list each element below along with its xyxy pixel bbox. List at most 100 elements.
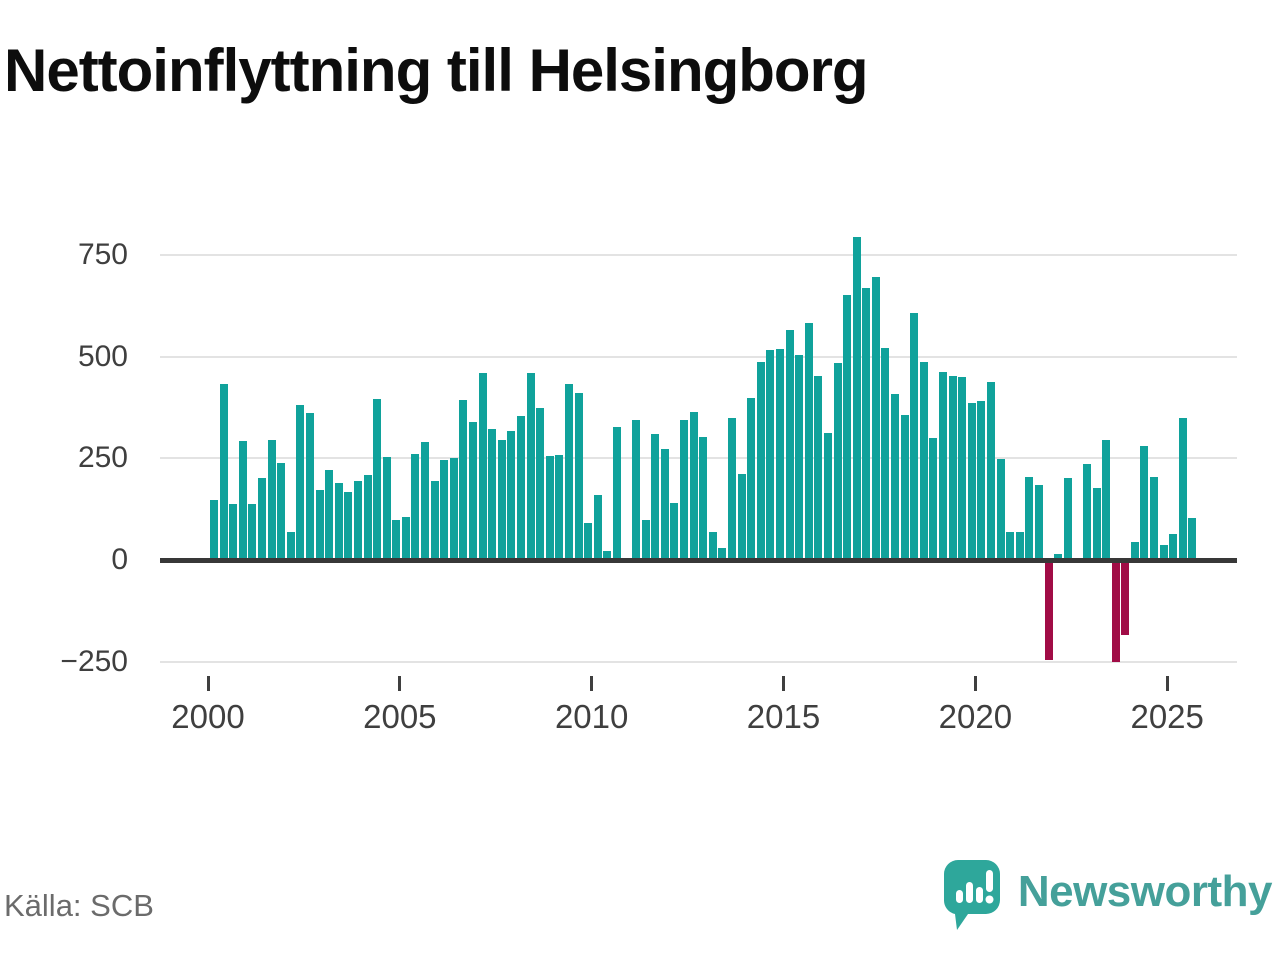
- newsworthy-branding: Newsworthy: [943, 858, 1273, 934]
- bar: [910, 312, 919, 560]
- bar: [421, 442, 429, 560]
- y-axis-label: −250: [60, 644, 128, 678]
- bar: [219, 383, 228, 560]
- x-axis-label: 2005: [363, 698, 437, 735]
- bar: [258, 477, 266, 560]
- bar: [1015, 531, 1024, 560]
- bar: [401, 517, 410, 560]
- bar: [823, 432, 832, 560]
- x-tick-mark: [206, 676, 210, 691]
- page-title: Nettoinflyttning till Helsingborg: [4, 37, 869, 104]
- bar: [545, 455, 554, 560]
- bar: [1111, 560, 1120, 662]
- bar: [612, 426, 621, 560]
- bar: [833, 363, 842, 560]
- bar: [1169, 533, 1178, 560]
- x-axis-label: 2010: [554, 698, 629, 735]
- logo-exclamation-dot: [985, 895, 994, 904]
- bar: [939, 372, 947, 560]
- x-axis-label: 2020: [938, 698, 1013, 735]
- gridline: [160, 253, 1237, 256]
- bar: [392, 520, 401, 560]
- logo-bar-2: [965, 882, 973, 903]
- y-axis-label: 500: [77, 339, 128, 373]
- y-axis-label: 750: [77, 237, 128, 271]
- x-axis-label: 2015: [746, 698, 821, 735]
- bar: [411, 454, 420, 560]
- x-tick-mark: [1165, 676, 1169, 691]
- bar: [382, 456, 391, 560]
- bar: [670, 502, 679, 560]
- x-tick-mark: [973, 676, 977, 691]
- bar: [728, 418, 736, 560]
- zero-axis-line: [160, 558, 1237, 563]
- bar: [526, 372, 535, 560]
- bar: [1025, 477, 1034, 560]
- bar: [1054, 553, 1063, 560]
- logo-bar-3: [975, 887, 983, 903]
- source-label: Källa: SCB: [4, 888, 154, 923]
- bar: [497, 440, 506, 560]
- bar: [1044, 560, 1053, 660]
- bar: [296, 405, 305, 560]
- bar: [574, 392, 583, 560]
- x-tick-mark: [398, 676, 402, 691]
- bar: [440, 459, 449, 560]
- x-axis-label: 2000: [171, 698, 245, 735]
- bar: [1150, 476, 1158, 560]
- bar: [900, 415, 909, 560]
- gridline: [160, 457, 1237, 460]
- bar: [248, 503, 257, 560]
- bar: [564, 383, 573, 560]
- bar: [1188, 517, 1197, 560]
- bar: [1092, 487, 1101, 560]
- bar: [430, 481, 439, 560]
- bar: [334, 482, 343, 560]
- bar: [929, 438, 938, 560]
- bar: [1063, 478, 1072, 560]
- bar: [948, 375, 957, 560]
- bar: [1121, 560, 1130, 636]
- bar: [891, 394, 899, 560]
- bar: [277, 462, 286, 560]
- bar: [689, 411, 698, 560]
- bar: [967, 403, 976, 560]
- gridline: [160, 660, 1237, 663]
- bar: [459, 400, 468, 560]
- bar: [766, 350, 775, 560]
- bar: [641, 520, 650, 560]
- bar: [593, 494, 602, 560]
- bar: [756, 361, 765, 560]
- bar: [699, 437, 708, 560]
- bar: [584, 523, 593, 560]
- bar: [996, 458, 1005, 560]
- bar: [871, 276, 880, 560]
- bar: [977, 400, 986, 560]
- bar: [1034, 484, 1043, 560]
- bar: [1006, 532, 1015, 560]
- bar: [862, 287, 871, 560]
- bar: [1130, 541, 1139, 560]
- x-axis-label: 2025: [1130, 698, 1204, 735]
- bar: [210, 499, 218, 560]
- y-axis-label: 250: [77, 441, 128, 475]
- bar: [852, 236, 861, 560]
- bar: [1082, 464, 1091, 560]
- bar: [680, 420, 688, 560]
- bar: [516, 415, 525, 560]
- bar: [651, 433, 660, 560]
- bar: [1159, 544, 1168, 560]
- bar: [267, 439, 276, 560]
- bar: [1140, 445, 1149, 560]
- bar: [536, 408, 545, 560]
- bar: [804, 323, 813, 560]
- bar: [603, 550, 612, 560]
- bar: [478, 373, 487, 560]
- bar: [881, 348, 890, 560]
- bar: [958, 377, 967, 560]
- bar: [305, 412, 314, 560]
- bar: [632, 420, 640, 560]
- bar: [229, 503, 238, 560]
